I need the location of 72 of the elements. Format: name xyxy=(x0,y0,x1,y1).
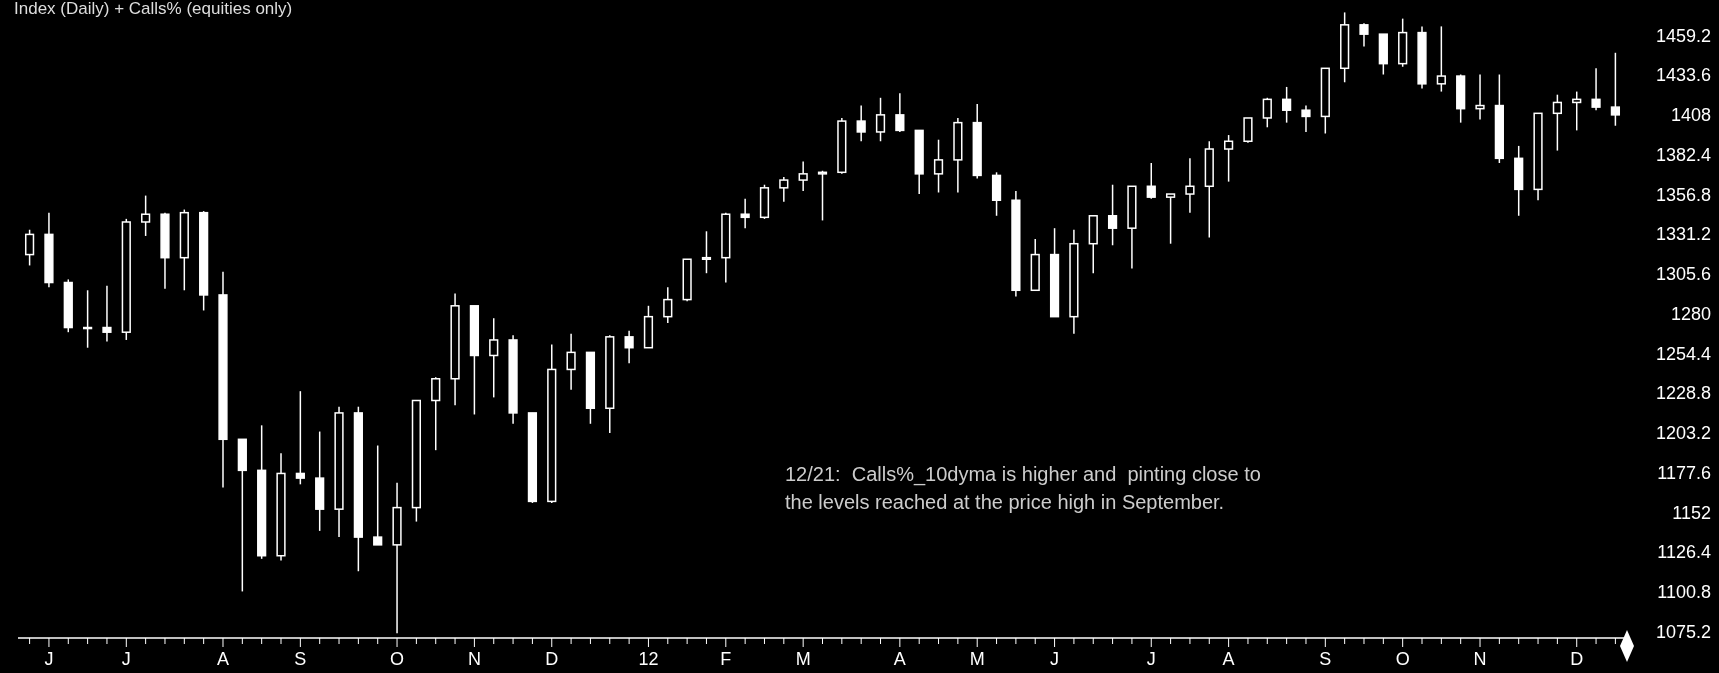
candlestick xyxy=(1243,117,1253,144)
x-tick-label: O xyxy=(1395,649,1410,669)
candlestick xyxy=(1436,25,1446,93)
x-tick-label: O xyxy=(390,649,405,669)
x-tick-label: A xyxy=(893,649,906,669)
candlestick xyxy=(102,284,112,343)
candlestick xyxy=(24,228,35,267)
x-tick-label: J xyxy=(1146,649,1156,669)
x-tick-label: F xyxy=(720,649,732,669)
x-tick-label: D xyxy=(1570,649,1584,669)
x-tick-label: J xyxy=(121,649,131,669)
candlestick xyxy=(856,104,866,143)
candlestick xyxy=(1552,93,1562,152)
candlestick xyxy=(740,197,750,229)
candlestick xyxy=(817,170,828,222)
candlestick xyxy=(663,286,673,324)
candlestick xyxy=(489,317,499,399)
candlestick xyxy=(1359,22,1369,48)
x-tick-label: A xyxy=(216,649,229,669)
x-tick-label: S xyxy=(294,649,307,669)
y-tick-label: 1280 xyxy=(1670,303,1711,324)
candlestick xyxy=(141,194,151,237)
x-tick-label: N xyxy=(467,649,481,669)
y-tick-label: 1433.6 xyxy=(1655,65,1711,86)
candlestick xyxy=(1146,162,1156,200)
candlestick xyxy=(779,176,789,203)
x-tick-label: J xyxy=(1050,649,1060,669)
candlestick xyxy=(1572,90,1582,132)
y-tick-label: 1228.8 xyxy=(1655,383,1711,404)
candlestick xyxy=(933,138,944,194)
y-tick-label: 1459.2 xyxy=(1655,25,1711,46)
candlestick xyxy=(1107,183,1118,247)
chart-title: Index (Daily) + Calls% (equities only) xyxy=(14,0,293,18)
candlestick xyxy=(1185,157,1195,214)
candlestick xyxy=(1591,67,1601,111)
y-tick-label: 1152 xyxy=(1672,502,1711,523)
y-tick-label: 1305.6 xyxy=(1655,264,1711,285)
x-tick-label: D xyxy=(545,649,559,669)
x-tick-label: J xyxy=(44,649,54,669)
y-tick-label: 1382.4 xyxy=(1655,144,1711,165)
y-tick-label: 1100.8 xyxy=(1657,582,1711,603)
candlestick xyxy=(875,97,886,143)
candlestick xyxy=(295,390,305,486)
y-tick-label: 1254.4 xyxy=(1655,343,1711,364)
candlestick xyxy=(431,376,441,451)
y-tick-label: 1356.8 xyxy=(1655,184,1711,205)
x-tick-label: S xyxy=(1319,649,1332,669)
y-tick-label: 1177.6 xyxy=(1657,462,1711,483)
candlestick xyxy=(1475,73,1485,121)
x-tick-label: A xyxy=(1222,649,1235,669)
candlestick xyxy=(1224,134,1234,183)
candlestick xyxy=(1262,97,1272,129)
candlestick xyxy=(1610,52,1621,127)
candlestick xyxy=(373,444,383,546)
candlestick xyxy=(798,160,808,192)
x-tick-label: M xyxy=(969,649,985,669)
candlestick xyxy=(566,333,576,391)
x-tick-label: M xyxy=(795,649,811,669)
x-tick-label: N xyxy=(1473,649,1487,669)
annotation: 12/21: Calls%_10dyma is higher and pinting close to the levels reached at the price high in September. xyxy=(785,463,1261,513)
candlestick xyxy=(1282,86,1292,124)
candlestick xyxy=(1301,104,1311,133)
candlestick xyxy=(895,92,905,133)
candlestick xyxy=(624,329,634,364)
y-tick-label: 1075.2 xyxy=(1655,621,1711,642)
candlestick xyxy=(701,230,712,274)
y-tick-label: 1203.2 xyxy=(1655,423,1711,444)
candlestick xyxy=(1165,193,1176,245)
y-tick-label: 1331.2 xyxy=(1655,224,1711,245)
x-tick-label: 12 xyxy=(638,649,659,669)
y-tick-label: 1126.4 xyxy=(1657,542,1711,563)
y-tick-label: 1408 xyxy=(1670,105,1711,126)
